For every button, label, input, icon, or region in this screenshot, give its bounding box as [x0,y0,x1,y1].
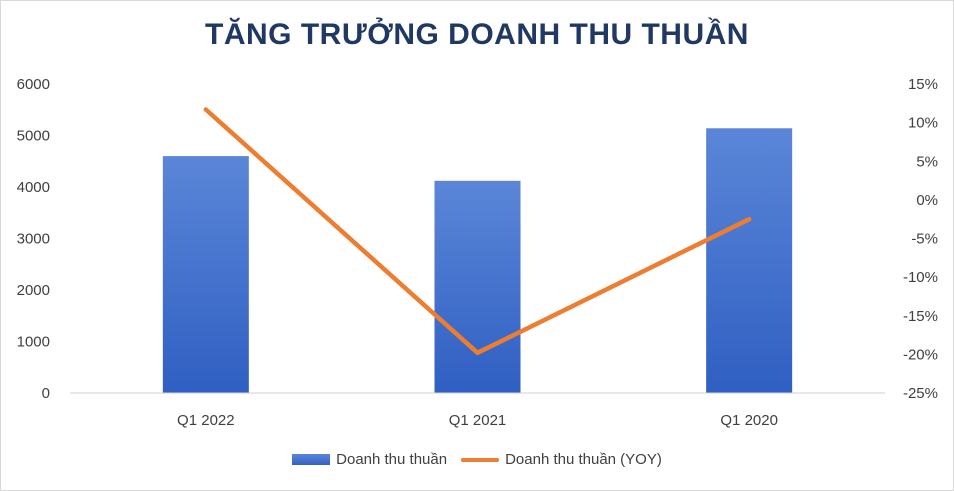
left-axis-tick-label: 2000 [17,282,50,299]
right-axis-tick-label: -20% [903,346,938,363]
x-axis-tick-label: Q1 2021 [449,412,507,429]
left-axis-tick-label: 4000 [17,179,50,196]
x-axis-tick-label: Q1 2022 [177,412,235,429]
legend-line-swatch [461,457,500,462]
left-axis-tick-label: 1000 [17,334,50,351]
right-axis-tick-label: 10% [908,115,938,132]
legend-line-label: Doanh thu thuần (YOY) [505,451,662,468]
chart-legend: Doanh thu thuần Doanh thu thuần (YOY) [0,451,954,468]
left-axis-tick-label: 5000 [17,128,50,145]
legend-item-line: Doanh thu thuần (YOY) [461,451,662,468]
right-axis-tick-label: 0% [916,192,938,209]
bar [434,180,521,393]
right-axis-tick-label: 5% [916,153,938,170]
x-axis-tick-label: Q1 2020 [720,412,778,429]
chart-title: TĂNG TRƯỞNG DOANH THU THUẦN [205,18,749,51]
bar [162,156,249,393]
legend-item-bar: Doanh thu thuần [292,451,447,468]
right-axis-tick-label: -25% [903,385,938,402]
bar [706,128,793,394]
right-axis-tick-label: 15% [908,76,938,93]
left-axis-tick-label: 6000 [17,76,50,93]
right-axis-tick-label: -5% [911,231,938,248]
left-axis-tick-label: 0 [42,385,50,402]
left-axis-tick-label: 3000 [17,231,50,248]
right-axis-tick-label: -15% [903,308,938,325]
right-axis-tick-label: -10% [903,269,938,286]
legend-bar-swatch [292,454,331,465]
legend-bar-label: Doanh thu thuần [336,451,448,468]
